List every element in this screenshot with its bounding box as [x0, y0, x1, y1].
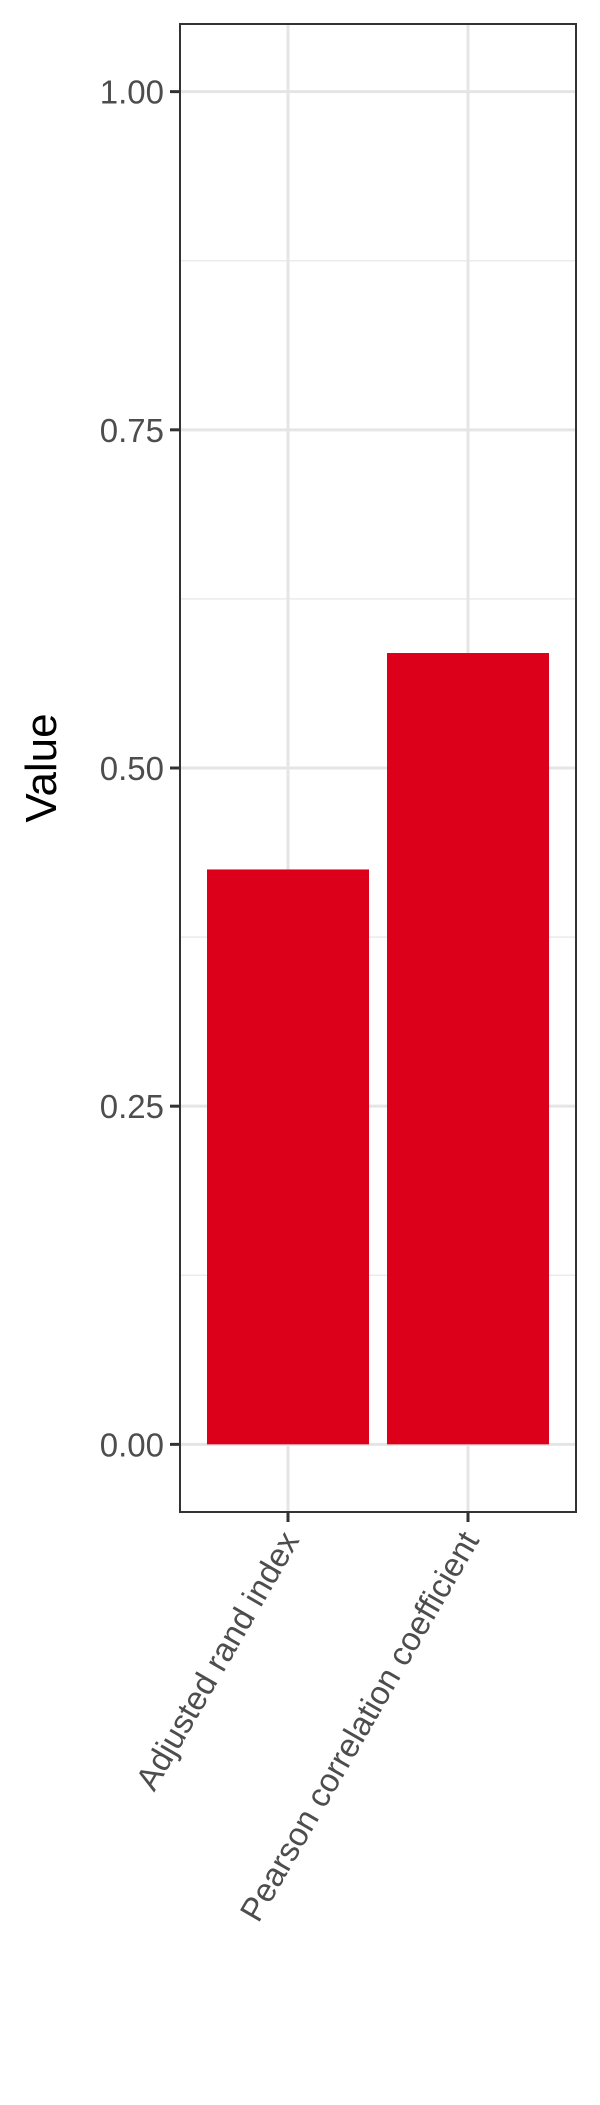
y-tick-label: 0.25: [100, 1088, 164, 1125]
bars: [207, 653, 549, 1445]
y-tick-label: 0.00: [100, 1426, 164, 1463]
bar: [387, 653, 549, 1445]
x-tick-label: Adjusted rand index: [128, 1525, 306, 1797]
y-tick-label: 0.75: [100, 412, 164, 449]
y-axis: 0.00 0.25 0.50 0.75 1.00: [100, 74, 180, 1463]
y-tick-label: 1.00: [100, 74, 164, 111]
y-tick-label: 0.50: [100, 750, 164, 787]
y-axis-title: Value: [17, 713, 66, 822]
bar: [207, 869, 369, 1445]
